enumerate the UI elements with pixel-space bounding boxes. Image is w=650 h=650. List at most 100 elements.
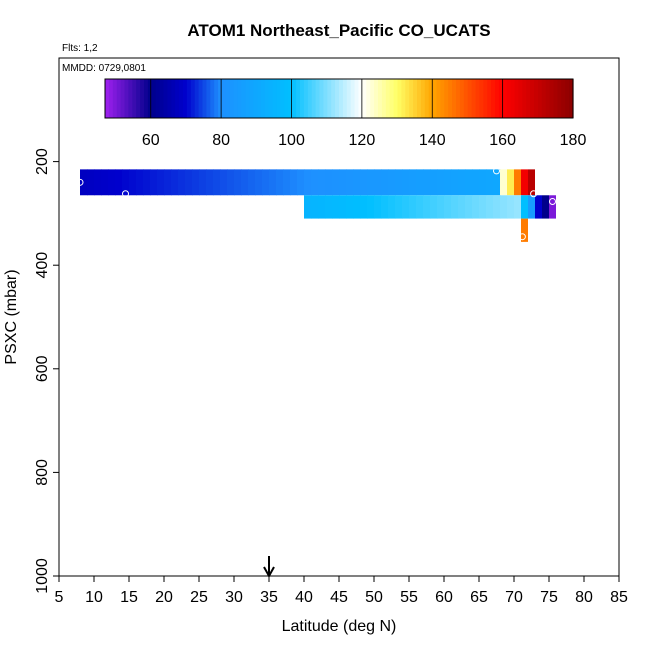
x-tick-label: 40 [295, 589, 313, 606]
heatmap-cell [241, 169, 249, 196]
heatmap-cell [297, 169, 305, 196]
heatmap-cell [451, 169, 459, 196]
colorbar-segment [471, 79, 477, 118]
dates-label: MMDD: 0729,0801 [62, 63, 146, 74]
heatmap-cell [472, 169, 480, 196]
heatmap-cell [150, 169, 158, 196]
colorbar-segment [409, 79, 414, 118]
colorbar-segment [225, 79, 231, 118]
heatmap-cell [318, 169, 326, 196]
colorbar-segment [448, 79, 453, 118]
colorbar-segment [378, 79, 383, 118]
colorbar-segment [194, 79, 200, 118]
colorbar-segment [151, 79, 157, 118]
colorbar-tick-label: 100 [278, 132, 305, 149]
colorbar-segment [124, 79, 129, 118]
sample-point [493, 167, 500, 175]
heatmap-cell [157, 169, 165, 196]
heatmap-cell [178, 169, 186, 196]
heatmap-cell [129, 169, 137, 196]
colorbar-segment [233, 79, 239, 118]
colorbar-segment [432, 79, 438, 118]
heatmap-cell [248, 169, 256, 196]
heatmap-cell [416, 169, 424, 196]
colorbar-segment [179, 79, 184, 118]
heatmap-cell [115, 169, 123, 196]
colorbar-segment [140, 79, 145, 118]
heatmap-cell [206, 169, 214, 196]
colorbar-segment [436, 79, 441, 118]
y-tick-label: 600 [34, 355, 51, 382]
colorbar-segment [268, 79, 274, 118]
heatmap-cell [465, 195, 473, 219]
heatmap-cell [290, 169, 298, 196]
colorbar-segment [366, 79, 371, 118]
x-tick-label: 85 [610, 589, 628, 606]
heatmap-cell [332, 195, 340, 219]
colorbar-segment [218, 79, 223, 118]
colorbar-segment [222, 79, 227, 118]
heatmap-cell [388, 195, 396, 219]
colorbar-segment [171, 79, 176, 118]
colorbar-segment [370, 79, 375, 118]
colorbar-segment [249, 79, 254, 118]
heatmap-cell [367, 195, 375, 219]
colorbar-segment [346, 79, 352, 118]
colorbar-segment [510, 79, 516, 118]
heatmap-cell [423, 195, 431, 219]
heatmap-cell [549, 195, 556, 219]
colorbar-segment [136, 79, 141, 118]
colorbar-segment [116, 79, 122, 118]
heatmap-cell [360, 195, 368, 219]
heatmap-cell [458, 169, 466, 196]
colorbar-segment [202, 79, 207, 118]
y-tick-label: 1000 [34, 558, 51, 594]
heatmap-cell [507, 169, 514, 196]
x-axis-label: Latitude (deg N) [282, 618, 397, 635]
colorbar-segment [288, 79, 293, 118]
colorbar-segment [237, 79, 243, 118]
colorbar-segment [537, 79, 543, 118]
colorbar-segment [354, 79, 360, 118]
heatmap-cell [514, 195, 522, 219]
heatmap-cell [185, 169, 193, 196]
heatmap-cell [486, 195, 494, 219]
latitude-arrow [263, 556, 275, 579]
colorbar-tick-label: 160 [489, 132, 516, 149]
colorbar-segment [319, 79, 324, 118]
colorbar-segment [307, 79, 313, 118]
colorbar-segment [487, 79, 492, 118]
heatmap-cell [374, 195, 382, 219]
colorbar-segment [491, 79, 496, 118]
colorbar-segment [284, 79, 289, 118]
colorbar-segment [175, 79, 180, 118]
colorbar-segment [311, 79, 317, 118]
heatmap-cell [255, 169, 263, 196]
colorbar-segment [108, 79, 114, 118]
heatmap-cell [262, 169, 270, 196]
colorbar-segment [381, 79, 387, 118]
colorbar-segment [506, 79, 512, 118]
colorbar-segment [214, 79, 219, 118]
heatmap-cell [122, 169, 130, 196]
heatmap-cell [136, 169, 144, 196]
heatmap-cell [514, 169, 521, 196]
heatmap-cell [479, 169, 487, 196]
colorbar-segment [483, 79, 488, 118]
y-tick-label: 400 [34, 252, 51, 279]
x-tick-label: 60 [435, 589, 453, 606]
colorbar-tick-label: 180 [560, 132, 587, 149]
x-tick-label: 35 [260, 589, 278, 606]
colorbar-segment [498, 79, 504, 118]
colorbar-segment [456, 79, 461, 118]
heatmap-cell [444, 169, 452, 196]
colorbar-segment [541, 79, 547, 118]
x-tick-label: 75 [540, 589, 558, 606]
colorbar-segment [120, 79, 126, 118]
heatmap-cell [472, 195, 480, 219]
heatmap-cell [409, 169, 417, 196]
colorbar-segment [397, 79, 402, 118]
heatmap-cell [374, 169, 382, 196]
heatmap-cell [479, 195, 487, 219]
colorbar-segment [229, 79, 235, 118]
